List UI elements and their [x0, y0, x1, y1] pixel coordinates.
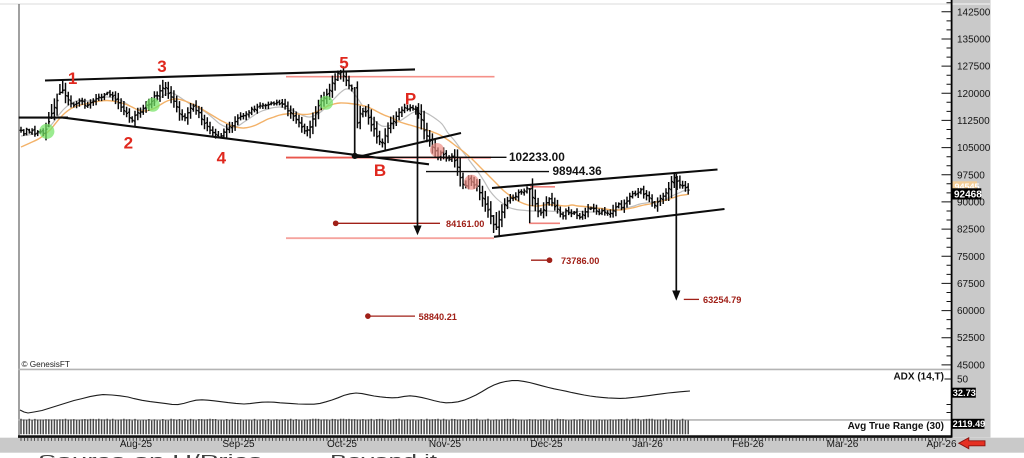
svg-text:2: 2	[124, 134, 133, 153]
svg-text:Oct-25: Oct-25	[327, 439, 357, 450]
svg-text:52500: 52500	[957, 333, 985, 344]
svg-text:98944.36: 98944.36	[553, 164, 603, 178]
svg-text:45000: 45000	[957, 360, 985, 371]
svg-text:Mar-26: Mar-26	[827, 439, 859, 450]
svg-text:Dec-25: Dec-25	[530, 439, 563, 450]
svg-text:94545: 94545	[955, 182, 980, 192]
svg-text:5: 5	[339, 53, 348, 72]
svg-text:67500: 67500	[957, 279, 985, 290]
svg-text:Avg True Range (30): Avg True Range (30)	[848, 421, 944, 432]
svg-text:102233.00: 102233.00	[509, 150, 565, 164]
svg-text:B: B	[374, 161, 386, 180]
svg-text:Source on H/Price: Source on H/Price	[38, 452, 263, 458]
svg-text:90000: 90000	[957, 197, 985, 208]
svg-text:75000: 75000	[957, 252, 985, 263]
svg-text:142500: 142500	[957, 7, 991, 18]
svg-text:82500: 82500	[957, 225, 985, 236]
svg-text:50: 50	[957, 374, 969, 385]
svg-text:97500: 97500	[957, 170, 985, 181]
svg-text:135000: 135000	[957, 35, 991, 46]
svg-text:2119.49: 2119.49	[953, 419, 986, 429]
svg-text:63254.79: 63254.79	[703, 295, 741, 305]
svg-text:Aug-25: Aug-25	[120, 439, 153, 450]
svg-text:120000: 120000	[957, 89, 991, 100]
svg-text:Nov-25: Nov-25	[429, 439, 462, 450]
svg-text:1: 1	[68, 69, 77, 88]
svg-text:ADX (14,T): ADX (14,T)	[893, 372, 944, 383]
svg-text:32.73: 32.73	[953, 388, 976, 398]
svg-text:Sep-25: Sep-25	[222, 439, 255, 450]
svg-text:73786.00: 73786.00	[561, 256, 599, 266]
svg-text:127500: 127500	[957, 62, 991, 73]
svg-text:3: 3	[157, 57, 166, 76]
svg-text:Beyond it: Beyond it	[330, 452, 438, 458]
svg-text:58840.21: 58840.21	[419, 312, 457, 322]
svg-text:© GenesisFT: © GenesisFT	[22, 360, 70, 369]
svg-text:105000: 105000	[957, 143, 991, 154]
svg-text:Jan-26: Jan-26	[632, 439, 663, 450]
svg-text:92468: 92468	[954, 189, 982, 200]
svg-text:Feb-26: Feb-26	[732, 439, 764, 450]
svg-text:84161.00: 84161.00	[446, 219, 484, 229]
svg-text:4: 4	[217, 149, 227, 168]
svg-text:Apr-26: Apr-26	[926, 439, 956, 450]
svg-text:112500: 112500	[957, 116, 990, 127]
svg-text:60000: 60000	[957, 306, 985, 317]
svg-text:P: P	[405, 89, 416, 108]
